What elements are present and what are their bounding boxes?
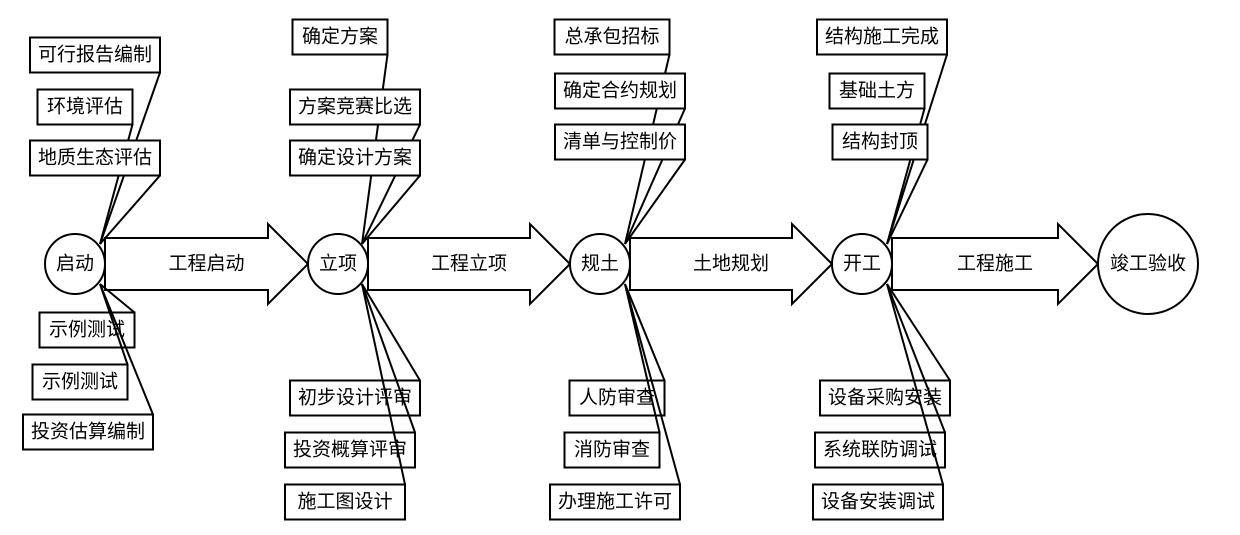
milestone-label: 启动: [56, 253, 94, 275]
phase-arrow-label: 土地规划: [693, 253, 769, 275]
task-label: 示例测试: [42, 371, 118, 393]
task-label: 办理施工许可: [558, 491, 672, 513]
task-label: 环境评估: [47, 96, 123, 118]
phase-arrow-label: 工程施工: [957, 253, 1033, 275]
task-label: 方案竞赛比选: [298, 96, 412, 118]
task-label: 确定方案: [302, 26, 378, 48]
task-label: 设备采购安装: [828, 387, 942, 409]
task-label: 投资概算评审: [293, 439, 407, 461]
task-label: 确定设计方案: [298, 147, 412, 169]
task-label: 总承包招标: [564, 26, 659, 48]
phase-arrow-label: 工程启动: [168, 253, 244, 275]
task-label: 人防审查: [579, 387, 655, 409]
milestone-label: 竣工验收: [1110, 253, 1186, 275]
task-label: 确定合约规划: [563, 80, 677, 102]
milestone-label: 规土: [581, 253, 619, 275]
task-label: 系统联防调试: [823, 439, 937, 461]
task-label: 消防审查: [574, 439, 650, 461]
flow-diagram: 工程启动 工程立项 土地规划 工程施工 启动 立项 规土 开工 竣工验收 可行报告编制环境评估地质…: [0, 0, 1240, 535]
task-label: 投资估算编制: [31, 421, 145, 443]
task-label: 结构封顶: [842, 131, 918, 153]
task-label: 设备安装调试: [821, 491, 935, 513]
task-label: 结构施工完成: [825, 26, 939, 48]
task-label: 施工图设计: [297, 491, 392, 513]
phase-arrow-label: 工程立项: [431, 253, 507, 275]
task-label: 可行报告编制: [38, 44, 152, 66]
task-label: 地质生态评估: [38, 147, 152, 169]
task-label: 初步设计评审: [298, 387, 412, 409]
task-label: 基础土方: [839, 80, 915, 102]
milestone-label: 立项: [319, 253, 357, 275]
milestone-label: 开工: [843, 254, 881, 275]
task-label: 清单与控制价: [563, 131, 677, 153]
